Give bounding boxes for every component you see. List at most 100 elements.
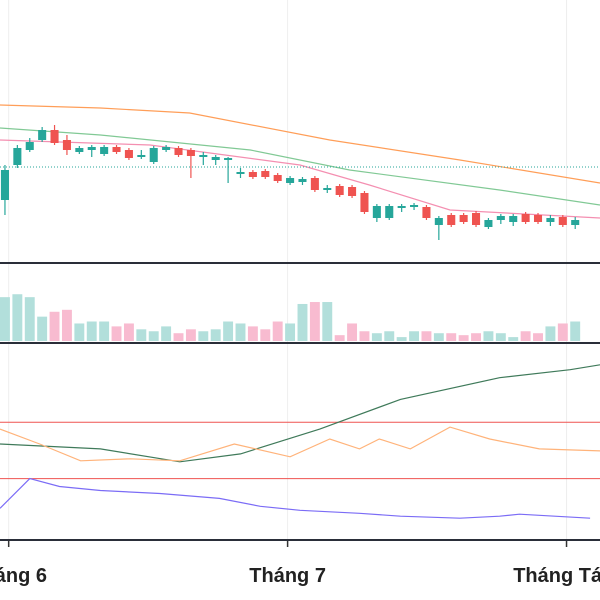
candle-body <box>124 150 133 158</box>
volume-bar <box>123 323 134 341</box>
volume-bar <box>136 329 147 341</box>
volume-bar <box>471 333 481 341</box>
volume-bar <box>409 331 420 341</box>
candle-body <box>75 148 84 152</box>
volume-bar <box>446 333 457 341</box>
volume-bar <box>421 331 432 341</box>
volume-bar <box>533 333 543 341</box>
candle-body <box>509 216 518 222</box>
candle-body <box>496 216 505 220</box>
candle-body <box>100 147 109 154</box>
volume-bar <box>49 311 60 341</box>
volume-bar <box>557 323 568 341</box>
candle-body <box>348 187 357 196</box>
candle-body <box>224 158 233 160</box>
volume-bar <box>185 329 196 341</box>
candle-body <box>211 157 220 160</box>
volume-bar <box>111 326 122 341</box>
volume-bar <box>260 329 271 341</box>
candle-body <box>571 220 580 225</box>
indicator-line <box>0 426 600 462</box>
indicator-line <box>0 477 591 519</box>
volume-bar <box>334 335 345 341</box>
volume-bar <box>570 321 581 341</box>
candle-body <box>162 147 171 150</box>
candle-body <box>25 142 34 150</box>
candle-body <box>50 130 59 143</box>
volume-bar <box>247 326 258 341</box>
candle-body <box>434 218 443 225</box>
x-tick-label: Tháng 7 <box>249 565 326 587</box>
candle-body <box>174 148 183 155</box>
volume-bar <box>483 331 494 341</box>
volume-bar <box>458 335 469 341</box>
candle-body <box>533 215 543 222</box>
candle-body <box>397 206 406 208</box>
volume-bar <box>37 316 48 341</box>
candle-body <box>323 188 332 190</box>
volume-bar <box>371 333 382 341</box>
candle-body <box>199 155 208 157</box>
volume-bar <box>545 326 556 341</box>
volume-bar <box>223 321 234 341</box>
candle-body <box>186 150 195 156</box>
volume-bar <box>74 323 85 341</box>
candle-body <box>372 206 381 218</box>
candle-body <box>521 214 530 222</box>
volume-bar <box>359 331 370 341</box>
volume-bar <box>198 331 209 341</box>
volume-bar <box>309 302 320 341</box>
candle-body <box>558 217 567 225</box>
candle-body <box>0 170 9 200</box>
volume-bar <box>161 326 172 341</box>
volume-bar <box>433 333 444 341</box>
volume-bar <box>322 302 333 341</box>
indicator-line <box>0 104 600 184</box>
volume-bar <box>61 309 72 341</box>
candle-body <box>248 172 257 177</box>
volume-bar <box>347 323 358 341</box>
volume-bar <box>520 331 531 341</box>
candle-body <box>273 175 282 181</box>
candle-body <box>310 178 319 190</box>
candle-body <box>335 186 344 195</box>
x-tick-label: Tháng 6 <box>0 565 47 587</box>
indicator-line <box>0 364 600 463</box>
volume-bar <box>12 294 23 341</box>
candle-body <box>87 147 96 150</box>
volume-bar <box>235 323 246 341</box>
volume-bar <box>384 331 395 341</box>
volume-bar <box>173 333 184 341</box>
candle-body <box>286 178 295 183</box>
candle-body <box>149 148 158 162</box>
candle-body <box>360 193 369 212</box>
candle-body <box>38 130 47 140</box>
volume-bar <box>508 337 519 341</box>
volume-bar <box>396 337 407 341</box>
candle-body <box>484 220 493 227</box>
candle-body <box>13 148 22 165</box>
indicator-line <box>0 127 600 206</box>
candle-body <box>422 207 431 218</box>
candle-body <box>261 171 270 177</box>
candle-body <box>410 205 419 207</box>
candle-body <box>137 155 146 157</box>
volume-bar <box>99 321 110 341</box>
volume-bar <box>495 333 506 341</box>
candle-body <box>459 215 468 222</box>
volume-bar <box>24 297 35 341</box>
volume-bar <box>210 329 221 341</box>
candle-body <box>62 140 71 150</box>
x-tick-label: Tháng Tám <box>513 565 600 587</box>
candle-body <box>112 147 121 152</box>
volume-bar <box>0 297 10 341</box>
indicator-line <box>0 139 600 219</box>
volume-bar <box>86 321 97 341</box>
candle-body <box>385 206 394 218</box>
candle-body <box>236 172 245 174</box>
candle-body <box>546 218 555 222</box>
volume-bar <box>148 331 159 341</box>
candle-body <box>472 213 481 225</box>
volume-bar <box>272 321 283 341</box>
